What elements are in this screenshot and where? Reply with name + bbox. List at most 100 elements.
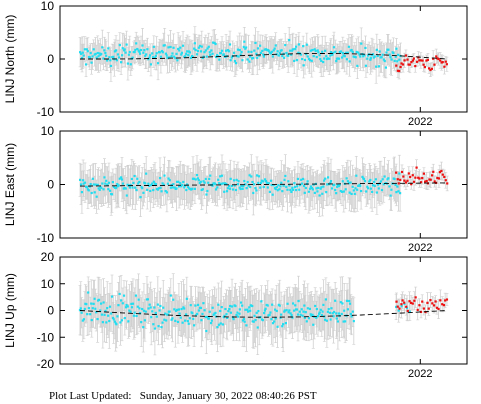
data-point [133, 174, 136, 178]
data-point [237, 315, 240, 318]
data-point [92, 183, 95, 186]
data-point [250, 50, 253, 54]
data-point [375, 65, 378, 68]
data-point [329, 179, 333, 183]
data-point [341, 51, 344, 55]
data-point [329, 318, 332, 321]
data-point [96, 183, 99, 186]
data-point [264, 180, 268, 183]
highlight-point [411, 59, 415, 62]
data-point [278, 51, 281, 55]
data-point [340, 56, 344, 59]
data-point [395, 305, 398, 309]
data-point [164, 189, 167, 193]
data-point [296, 313, 300, 316]
data-point [126, 62, 130, 65]
data-point [253, 314, 256, 317]
data-point [203, 181, 206, 184]
data-point [81, 319, 84, 322]
data-point [207, 45, 210, 48]
data-point [124, 51, 127, 54]
data-point [96, 51, 99, 55]
data-point [199, 306, 203, 310]
highlight-point [414, 64, 417, 68]
data-point [155, 315, 158, 318]
data-point [344, 320, 347, 323]
data-point [335, 59, 338, 63]
data-point [293, 182, 296, 185]
data-point [348, 191, 351, 194]
data-point [399, 192, 402, 195]
data-point [104, 309, 107, 312]
data-point [92, 48, 95, 51]
highlight-point [435, 306, 439, 309]
data-point [322, 185, 325, 188]
data-point [305, 43, 308, 46]
data-point [260, 179, 263, 182]
data-point [92, 302, 95, 305]
data-point [143, 49, 146, 52]
data-point [138, 50, 141, 53]
x-tick-label: 2022 [408, 116, 432, 128]
data-point [200, 319, 203, 322]
data-point [168, 310, 171, 313]
data-point [323, 57, 326, 60]
highlight-point [395, 300, 398, 303]
data-point [80, 311, 83, 314]
y-tick-label: 0 [47, 52, 54, 66]
data-point [376, 54, 379, 58]
data-point [198, 44, 202, 48]
data-point [351, 185, 354, 188]
data-point [274, 317, 277, 320]
data-point [164, 52, 168, 55]
data-point [121, 47, 124, 50]
data-point [187, 185, 190, 189]
highlight-point [432, 304, 436, 307]
data-point [262, 180, 265, 183]
data-point [107, 314, 110, 317]
data-point [105, 54, 108, 57]
data-point [398, 58, 401, 61]
data-point [299, 53, 303, 56]
data-point [149, 189, 152, 193]
data-point [221, 323, 225, 326]
data-point [280, 49, 283, 52]
data-point [288, 184, 291, 187]
data-point [284, 174, 287, 178]
data-point [156, 188, 159, 191]
data-point [291, 186, 294, 189]
data-point [115, 59, 118, 62]
data-point [211, 306, 214, 309]
highlight-point [430, 67, 434, 70]
data-point [261, 319, 264, 322]
data-point [123, 316, 126, 320]
data-point [329, 54, 332, 57]
highlight-point [439, 59, 442, 62]
highlight-point [433, 180, 436, 183]
data-point [197, 309, 200, 312]
highlight-point [445, 63, 448, 66]
data-point [116, 53, 120, 56]
data-point [160, 326, 163, 329]
data-point [379, 180, 382, 183]
data-point [234, 62, 238, 65]
data-point [83, 48, 86, 51]
data-point [225, 190, 229, 193]
data-point [151, 52, 154, 55]
data-point [169, 45, 172, 49]
data-point [263, 309, 267, 312]
data-point [211, 52, 214, 55]
data-point [135, 42, 138, 45]
data-point [167, 177, 170, 180]
data-point [175, 180, 179, 183]
data-point [294, 47, 297, 51]
data-point [98, 188, 101, 191]
data-point [94, 307, 97, 310]
data-point [228, 307, 231, 311]
data-point [307, 317, 310, 320]
highlight-point [408, 63, 411, 66]
data-point [319, 187, 322, 190]
data-point [178, 185, 181, 188]
data-point [183, 186, 186, 189]
highlight-point [407, 63, 410, 66]
